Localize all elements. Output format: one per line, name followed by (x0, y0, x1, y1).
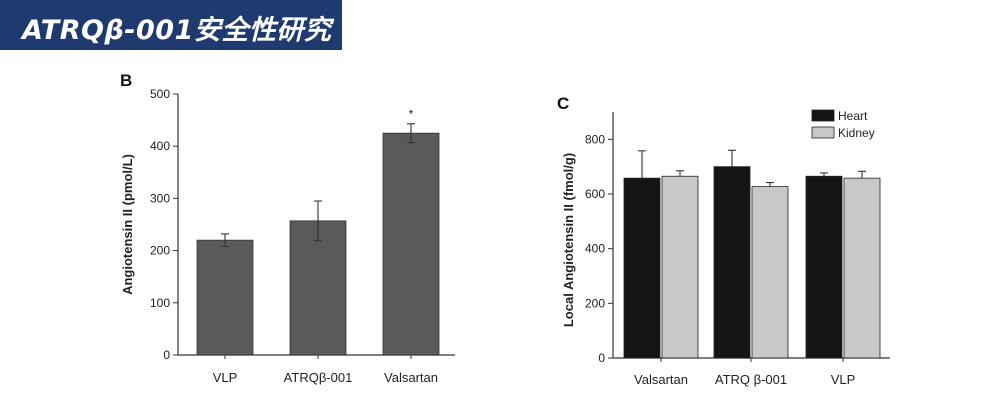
x-tick-label-b: VLP (213, 370, 238, 385)
chart-panel-c: C 0 200 400 600 800 Local Angiotensin II (fmol… (557, 94, 890, 387)
y-tick-label-c: 800 (585, 132, 605, 146)
x-tick-label-c: VLP (831, 372, 856, 387)
legend-swatch-heart (811, 109, 835, 122)
title-banner: ATRQβ-001安全性研究 (0, 0, 342, 50)
y-axis-label-c: Local Angiotensin II (fmol/g) (561, 153, 576, 327)
legend-label-kidney: Kidney (838, 126, 875, 140)
x-tick-label-c: ATRQ β-001 (715, 372, 787, 387)
bar-c-kidney (843, 177, 881, 359)
y-tick-label-b: 500 (150, 87, 170, 101)
y-tick-label-c: 400 (585, 242, 605, 256)
y-axis-label-b: Angiotensin II (pmol/L) (120, 154, 135, 295)
y-tick-label-c: 600 (585, 187, 605, 201)
panel-label-c: C (557, 94, 569, 113)
y-tick-label-b: 400 (150, 139, 170, 153)
bar-b (196, 239, 254, 356)
x-tick-label-c: Valsartan (634, 372, 688, 387)
bar-b (382, 132, 440, 356)
legend-label-heart: Heart (838, 109, 868, 123)
y-tick-label-b: 300 (150, 191, 170, 205)
x-tick-label-b: Valsartan (384, 370, 438, 385)
x-tick-label-b: ATRQβ-001 (284, 370, 353, 385)
y-tick-label-b: 200 (150, 244, 170, 258)
bar-c-kidney (751, 186, 789, 359)
bar-c-heart (713, 166, 751, 359)
y-tick-label-c: 0 (598, 351, 605, 365)
y-tick-label-b: 100 (150, 296, 170, 310)
y-tick-label-b: 0 (163, 348, 170, 362)
legend-swatch-kidney (811, 126, 835, 139)
panel-label-b: B (120, 71, 132, 90)
chart-panel-b: B 0 100 200 300 400 500 Angiotensin II (pmol/L)… (120, 71, 455, 385)
bar-c-heart (805, 175, 843, 359)
bar-c-kidney (661, 175, 699, 359)
significance-marker-b: * (409, 107, 414, 121)
page-title: ATRQβ-001安全性研究 (22, 15, 332, 46)
y-tick-label-c: 200 (585, 296, 605, 310)
bar-c-heart (623, 177, 661, 359)
